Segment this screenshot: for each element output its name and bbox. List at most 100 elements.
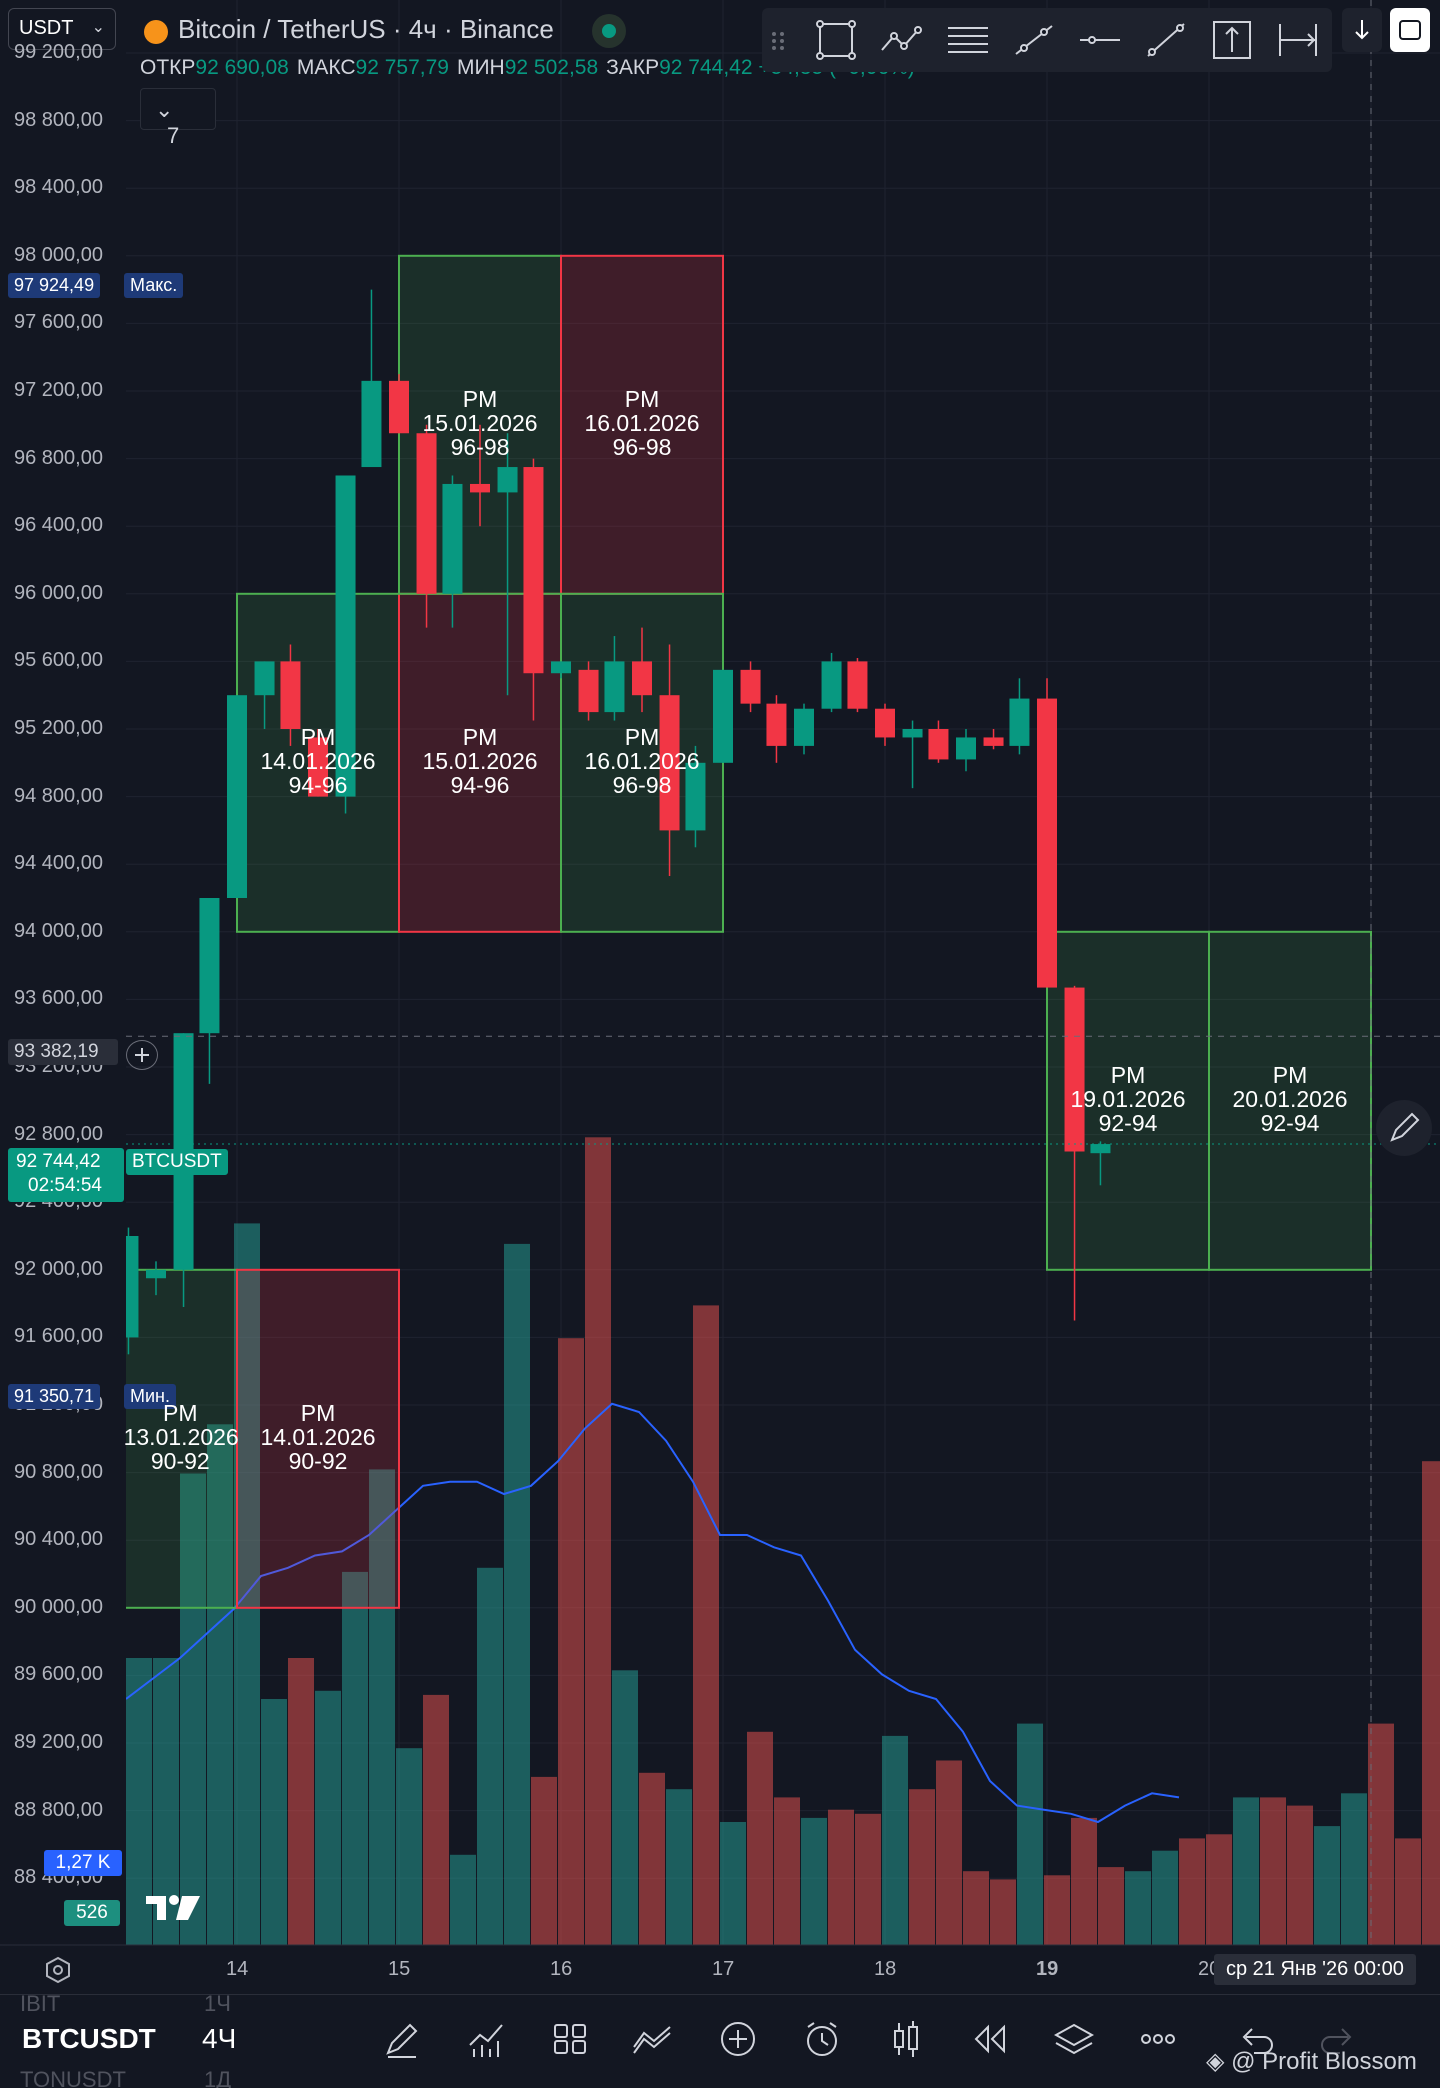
volume-bar: [315, 1690, 341, 1945]
settings-icon[interactable]: [44, 1956, 72, 1989]
draw-pencil-icon[interactable]: [382, 2019, 422, 2059]
compare-icon[interactable]: [632, 2019, 672, 2059]
volume-bar: [450, 1854, 476, 1945]
scroll-down-button[interactable]: [1342, 8, 1382, 52]
candle: [497, 433, 518, 696]
active-interval[interactable]: 4Ч: [202, 2023, 237, 2054]
active-symbol[interactable]: BTCUSDT: [22, 2023, 156, 2054]
candle: [821, 652, 842, 713]
price-tick-label: 92 000,00: [14, 1257, 103, 1280]
path-tool-icon[interactable]: [878, 18, 926, 62]
candle: [632, 627, 652, 713]
candle: [847, 658, 868, 713]
volume-bar: [1341, 1793, 1367, 1945]
volume-bar: [1206, 1834, 1232, 1945]
date-range-icon[interactable]: [1274, 18, 1322, 62]
volume-bar: [963, 1871, 989, 1945]
horizontal-line-icon[interactable]: [1076, 18, 1124, 62]
candle: [794, 703, 814, 755]
undo-icon[interactable]: [1236, 2019, 1276, 2059]
price-box-label: PM 16.01.2026 96-98: [584, 723, 700, 798]
ohlc-value: 92 690,08: [195, 56, 289, 79]
candle: [280, 644, 301, 746]
layers-icon[interactable]: [1053, 2019, 1095, 2059]
candle: [578, 661, 599, 721]
candle: [199, 898, 220, 1084]
price-box-label: PM 15.01.2026 94-96: [422, 723, 538, 798]
candle-body: [389, 380, 409, 434]
price-tick-label: 97 600,00: [14, 311, 103, 334]
candle-body: [470, 483, 490, 493]
candle: [1009, 678, 1030, 755]
market-status-icon[interactable]: [592, 14, 626, 48]
trend-line-icon[interactable]: [1010, 18, 1058, 62]
candle-body: [632, 661, 652, 696]
volume-bar: [882, 1735, 908, 1945]
candle-countdown: 02:54:54: [28, 1175, 102, 1196]
price-tick-label: 94 400,00: [14, 852, 103, 875]
candle-body: [551, 661, 571, 674]
candle-body: [875, 708, 895, 738]
rectangle-tool-icon[interactable]: [812, 18, 860, 62]
replay-icon[interactable]: [970, 2019, 1010, 2059]
bottom-toolbar: IBIT 1Ч BTCUSDT 4Ч TONUSDT 1Д ◈ @ Profit…: [0, 1991, 1440, 2088]
candle-body: [1037, 698, 1057, 988]
currency-select[interactable]: USDT ⌄: [8, 8, 116, 50]
volume-bar: [774, 1797, 800, 1945]
fullscreen-button[interactable]: [1390, 8, 1430, 52]
candle: [470, 424, 490, 527]
volume-bar: [855, 1813, 881, 1945]
price-tick-label: 99 200,00: [14, 41, 103, 63]
volume-bar: [909, 1789, 935, 1945]
parallel-channel-icon[interactable]: [944, 18, 992, 62]
chevron-down-icon: ⌄: [155, 97, 174, 122]
candle-body: [578, 669, 599, 713]
candle: [659, 644, 680, 877]
candle: [604, 636, 625, 721]
volume-bar: [234, 1223, 260, 1945]
price-tick-label: 97 200,00: [14, 379, 103, 401]
add-icon[interactable]: [718, 2019, 758, 2059]
candle: [551, 661, 571, 679]
ray-tool-icon[interactable]: [1142, 18, 1190, 62]
volume-bar: [639, 1772, 665, 1945]
candle: [416, 424, 437, 628]
time-tick-label: 19: [1036, 1958, 1059, 1980]
volume-bar: [720, 1822, 746, 1945]
candle: [361, 289, 382, 468]
price-tick-label: 90 400,00: [14, 1528, 103, 1551]
add-alert-icon[interactable]: [126, 1040, 158, 1070]
candle-body: [1009, 698, 1030, 746]
alarm-clock-icon[interactable]: [802, 2019, 842, 2059]
price-tick-label: 90 800,00: [14, 1460, 103, 1483]
candle-body: [740, 669, 761, 704]
price-box-label: PM 14.01.2026 90-92: [260, 1399, 376, 1474]
price-range-icon[interactable]: [1208, 18, 1256, 62]
volume-bar: [990, 1879, 1016, 1945]
edit-drawing-button[interactable]: [1376, 1100, 1432, 1156]
ohlc-value: 92 757,79: [355, 56, 449, 79]
drag-handle-icon[interactable]: [766, 18, 790, 62]
redo-icon[interactable]: [1318, 2019, 1358, 2059]
price-box: [560, 254, 724, 595]
candle: [928, 720, 949, 763]
binance-logo-icon: ◈: [1206, 2048, 1232, 2075]
price-box-label: PM 13.01.2026 90-92: [123, 1399, 239, 1474]
more-icon[interactable]: [1138, 2019, 1178, 2059]
time-tick-label: 17: [712, 1958, 735, 1980]
min-label-badge: Мин.: [124, 1384, 176, 1409]
layouts-icon[interactable]: [550, 2019, 590, 2059]
min-price-badge: 91 350,71: [8, 1384, 101, 1409]
price-box: [236, 1268, 400, 1609]
time-tick-label: 15: [388, 1958, 411, 1980]
price-tick-label: 89 200,00: [14, 1731, 103, 1753]
ohlc-key: МАКС: [296, 56, 356, 79]
price-tick-label: 96 000,00: [14, 581, 103, 604]
indicators-collapse-button[interactable]: ⌄ 7: [140, 88, 216, 148]
candles-icon[interactable]: [886, 2019, 926, 2059]
bitcoin-logo-icon: [144, 20, 168, 44]
indicators-icon[interactable]: [466, 2019, 506, 2059]
volume-bar: [477, 1567, 503, 1945]
price-tick-label: 91 600,00: [14, 1325, 103, 1348]
